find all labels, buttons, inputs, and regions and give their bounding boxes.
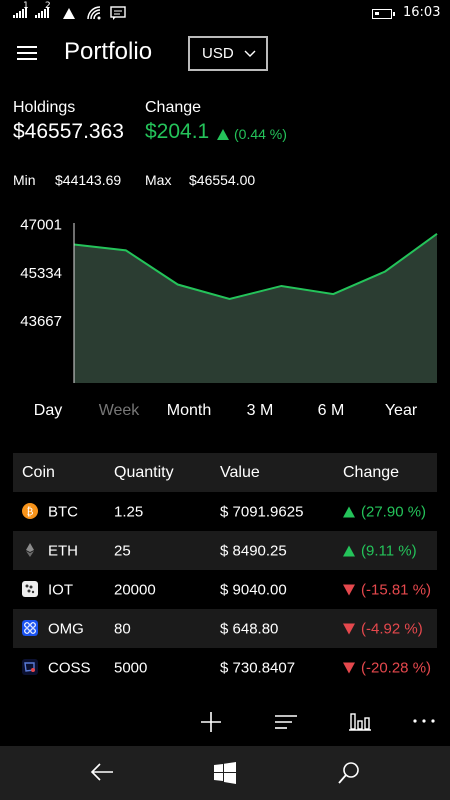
coin-change-text: (-4.92 %)	[361, 620, 423, 637]
coin-change: (9.11 %)	[343, 542, 417, 559]
coin-change: (-15.81 %)	[343, 581, 431, 598]
y-tick-label: 45334	[20, 265, 62, 282]
table-row[interactable]: ETH 25 $ 8490.25 (9.11 %)	[13, 531, 437, 570]
table-row[interactable]: ₿ BTC 1.25 $ 7091.9625 (27.90 %)	[13, 492, 437, 531]
chart-area-fill	[74, 233, 437, 383]
wifi-icon	[87, 6, 101, 20]
coin-quantity: 25	[114, 542, 131, 559]
coin-value: $ 8490.25	[220, 542, 287, 559]
range-day[interactable]: Day	[33, 402, 63, 419]
header-change[interactable]: Change	[343, 463, 400, 481]
up-triangle-icon	[343, 506, 355, 517]
message-icon	[110, 6, 126, 20]
currency-value: USD	[202, 45, 234, 62]
iota-icon	[22, 581, 38, 597]
coin-quantity: 20000	[114, 581, 156, 598]
svg-text:₿: ₿	[27, 506, 34, 518]
y-tick-label: 47001	[20, 217, 62, 234]
max-value: $46554.00	[189, 172, 256, 188]
chart-series-line	[73, 233, 438, 301]
min-value: $44143.69	[55, 172, 122, 188]
back-icon[interactable]	[90, 762, 114, 782]
holdings-value: $46557.363	[13, 120, 124, 143]
coss-icon	[22, 659, 38, 675]
range-month[interactable]: Month	[166, 402, 212, 419]
change-percent: (0.44 %)	[217, 126, 287, 142]
search-icon[interactable]	[337, 761, 361, 785]
battery-icon	[372, 9, 395, 19]
roaming-triangle-icon	[63, 8, 75, 19]
change-value: $204.1	[145, 120, 210, 143]
system-navigation-bar	[0, 746, 450, 800]
clock: 16:03	[403, 5, 441, 20]
range-week[interactable]: Week	[98, 402, 140, 419]
coin-change-text: (-15.81 %)	[361, 581, 432, 598]
holdings-label: Holdings	[13, 99, 76, 116]
coin-value: $ 7091.9625	[220, 503, 304, 520]
down-triangle-icon	[343, 623, 355, 634]
coin-quantity: 80	[114, 620, 131, 637]
hamburger-menu-icon[interactable]	[17, 46, 37, 64]
table-row[interactable]: IOT 20000 $ 9040.00 (-15.81 %)	[13, 570, 437, 609]
page-title: Portfolio	[64, 38, 153, 65]
windows-icon[interactable]	[214, 762, 236, 784]
bar-chart-icon[interactable]	[349, 712, 371, 732]
header-value[interactable]: Value	[220, 463, 260, 481]
coin-change: (27.90 %)	[343, 503, 426, 520]
add-icon[interactable]	[200, 711, 222, 733]
coin-change-text: (9.11 %)	[361, 542, 417, 559]
coin-change-text: (-20.28 %)	[361, 659, 432, 676]
down-triangle-icon	[343, 584, 355, 595]
status-bar: 1 2 16:03	[0, 0, 450, 28]
coin-quantity: 1.25	[114, 503, 144, 520]
range-3m[interactable]: 3 M	[246, 402, 274, 419]
header-quantity[interactable]: Quantity	[114, 463, 174, 481]
table-row[interactable]: COSS 5000 $ 730.8407 (-20.28 %)	[13, 648, 437, 687]
coin-value: $ 9040.00	[220, 581, 287, 598]
chevron-down-icon	[244, 50, 256, 57]
more-icon[interactable]	[412, 718, 436, 724]
sort-icon[interactable]	[274, 713, 298, 731]
change-label: Change	[145, 99, 202, 116]
coin-symbol: IOT	[48, 581, 73, 598]
y-tick-label: 43667	[20, 313, 62, 330]
sim-2-label: 2	[45, 1, 51, 11]
portfolio-area-chart: 47001 45334 43667	[20, 217, 438, 383]
coin-change: (-20.28 %)	[343, 659, 431, 676]
currency-dropdown[interactable]: USD	[188, 36, 268, 71]
sim-1-label: 1	[23, 1, 29, 11]
app-bar	[0, 700, 450, 746]
up-triangle-icon	[217, 128, 229, 140]
down-triangle-icon	[343, 662, 355, 673]
coin-symbol: ETH	[48, 542, 78, 559]
min-label: Min	[13, 172, 36, 188]
table-header: Coin Quantity Value Change	[13, 453, 437, 492]
table-row[interactable]: OMG 80 $ 648.80 (-4.92 %)	[13, 609, 437, 648]
bitcoin-icon: ₿	[22, 503, 38, 519]
up-triangle-icon	[343, 545, 355, 556]
signal-1-icon	[13, 7, 27, 18]
holdings-table: Coin Quantity Value Change ₿ BTC 1.25 $ …	[13, 453, 437, 687]
ethereum-icon	[26, 543, 34, 557]
coin-quantity: 5000	[114, 659, 148, 676]
coin-symbol: COSS	[48, 659, 91, 676]
change-percent-text: (0.44 %)	[234, 126, 287, 142]
coin-value: $ 730.8407	[220, 659, 296, 676]
coin-symbol: OMG	[48, 620, 84, 637]
header-coin[interactable]: Coin	[22, 463, 55, 481]
coin-change-text: (27.90 %)	[361, 503, 427, 520]
coin-symbol: BTC	[48, 503, 78, 520]
coin-change: (-4.92 %)	[343, 620, 423, 637]
range-6m[interactable]: 6 M	[317, 402, 345, 419]
coin-value: $ 648.80	[220, 620, 279, 637]
range-year[interactable]: Year	[384, 402, 418, 419]
omisego-icon	[22, 620, 38, 636]
signal-2-icon	[35, 7, 49, 18]
max-label: Max	[145, 172, 172, 188]
